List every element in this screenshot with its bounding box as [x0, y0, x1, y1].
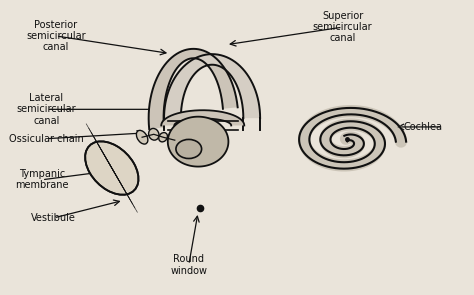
Text: Ossicular chain: Ossicular chain — [9, 134, 84, 144]
Text: Vestibule: Vestibule — [31, 213, 76, 223]
Polygon shape — [164, 54, 260, 118]
Ellipse shape — [149, 128, 159, 140]
Ellipse shape — [176, 140, 201, 158]
Text: Posterior
semicircular
canal: Posterior semicircular canal — [26, 20, 86, 52]
Text: Lateral
semicircular
canal: Lateral semicircular canal — [17, 93, 76, 126]
Text: Tympanic
membrane: Tympanic membrane — [15, 169, 69, 190]
Text: Round
window: Round window — [170, 254, 207, 276]
Polygon shape — [149, 49, 237, 129]
Ellipse shape — [137, 130, 148, 144]
Text: Superior
semicircular
canal: Superior semicircular canal — [313, 11, 373, 43]
Ellipse shape — [159, 132, 167, 142]
Text: Cochlea: Cochlea — [404, 122, 443, 132]
Ellipse shape — [85, 141, 138, 195]
Polygon shape — [161, 110, 244, 125]
Polygon shape — [168, 117, 228, 167]
